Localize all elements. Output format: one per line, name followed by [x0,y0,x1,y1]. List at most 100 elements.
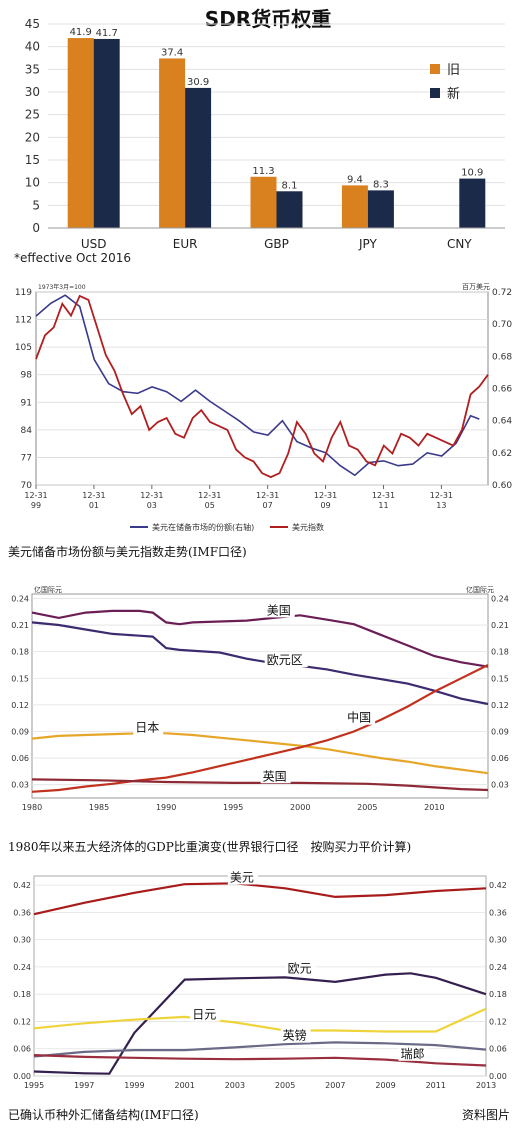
left-tick-label: 0.18 [11,648,29,657]
x-tick-label: 2000 [290,803,310,812]
x-tick-label: 12-31 [140,491,163,500]
reserve-structure-chart: 0.42 0.42 0.36 0.36 0.30 0.30 0.24 0.24 0.18 0.18… [13,870,507,1090]
series-line [31,664,489,793]
left-tick-label: 91 [21,398,32,408]
left-tick-label: 98 [21,371,33,381]
x-tick-label: 05 [205,501,215,510]
series-label: 日元 [192,1007,216,1021]
right-tick-label: 0.18 [489,990,507,999]
right-tick-label: 0.60 [492,481,512,491]
series-label-bg [285,961,316,976]
right-axis-label: 亿国际元 [466,585,494,594]
x-tick-label: 1980 [22,803,42,812]
x-tick-label: 2005 [357,803,377,812]
right-tick-label: 0.12 [491,701,509,710]
x-tick-label: 99 [31,501,41,510]
left-tick-label: 0.09 [11,727,29,736]
bar-value-label: 8.1 [282,180,298,191]
left-tick-label: 119 [15,288,32,298]
gdp-share-chart-panel: 亿国际元 亿国际元 0.24 0.24 0.21 0.21 0.18 0.18 0.15 0.… [0,580,520,825]
x-tick-label: 1997 [74,1081,94,1090]
right-tick-label: 0.36 [489,908,507,917]
x-tick-label: 12-31 [372,491,395,500]
right-tick-label: 0.24 [489,963,507,972]
series-label-bg [264,653,308,668]
series-line [33,1041,487,1058]
left-tick-label: 0.24 [11,594,29,603]
series-line [35,294,489,479]
left-tick-label: 0.12 [13,1017,31,1026]
left-tick-label: 0.18 [13,990,31,999]
left-tick-label: 0.21 [11,621,29,630]
left-tick-label: 0.00 [13,1072,31,1081]
left-tick-label: 105 [15,343,32,353]
x-tick-label: CNY [447,237,472,251]
left-tick-label: 0.15 [11,674,29,683]
series-label: 美元 [230,870,254,884]
y-tick-label: 45 [25,17,40,31]
left-tick-label: 84 [21,426,33,436]
series-label-bg [133,720,164,735]
plot-frame [31,593,489,799]
x-tick-label: 2003 [225,1081,245,1090]
x-tick-label: 1999 [124,1081,144,1090]
legend-swatch [430,64,440,74]
right-tick-label: 0.64 [492,417,512,427]
x-tick-label: 13 [436,501,446,510]
usd-share-index-chart-panel: 1973年3月=100 百万美元 119 112 105 98 91 84 77 70 0.72… [0,280,520,535]
series-label-bg [280,1028,311,1043]
bar [250,176,277,228]
y-tick-label: 20 [25,130,40,144]
right-tick-label: 0.09 [491,727,509,736]
left-tick-label: 0.42 [13,881,31,890]
series-line [33,1007,487,1033]
x-tick-label: 2013 [476,1081,496,1090]
left-tick-label: 70 [21,481,33,491]
bar-value-label: 41.7 [96,28,118,39]
series-line [33,1054,487,1067]
bar [276,191,303,228]
reserve-structure-chart-panel: 0.42 0.42 0.36 0.36 0.30 0.30 0.24 0.24 0.18 0.18… [0,868,520,1096]
series-label: 欧元区 [267,653,303,667]
bar-value-label: 11.3 [252,166,274,177]
source-note: 资料图片 [461,1108,510,1122]
series-label: 欧元 [288,961,312,975]
x-tick-label: 12-31 [198,491,221,500]
bar [93,38,120,229]
left-tick-label: 0.06 [11,754,29,763]
bar-value-label: 37.4 [161,47,183,58]
x-tick-label: 07 [263,501,273,510]
series-label: 美国 [267,603,291,617]
y-tick-label: 0 [32,221,40,235]
bar-value-label: 8.3 [373,179,389,190]
x-tick-label: 01 [89,501,99,510]
chart-caption: 已确认币种外汇储备结构(IMF口径) [8,1108,199,1122]
series-label: 英国 [263,769,287,783]
series-line [31,621,489,706]
left-tick-label: 0.36 [13,908,31,917]
right-tick-label: 0.70 [492,320,512,330]
x-tick-label: GBP [264,237,289,251]
series-line [35,294,480,477]
y-tick-label: 15 [25,153,40,167]
sdr-bar-chart: SDR货币权重 *effective Oct 2016 0 5 10 15 20 25 30… [14,7,505,265]
x-tick-label: 1985 [89,803,109,812]
legend-label: 美元指数 [292,522,324,532]
x-tick-label: EUR [173,237,198,251]
bar-value-label: 41.9 [70,27,92,38]
series-label-bg [264,603,295,618]
legend-label: 旧 [447,63,460,78]
right-tick-label: 0.15 [491,674,509,683]
legend-label: 美元在储备市场的份额(右轴) [152,522,254,532]
left-tick-label: 112 [15,316,32,326]
bar [367,190,394,228]
x-tick-label: USD [81,237,107,251]
x-tick-label: 2001 [174,1081,194,1090]
series-label-bg [260,769,291,784]
right-tick-label: 0.03 [491,781,509,790]
chart-title: SDR货币权重 [205,7,331,31]
chart-caption: 1980年以来五大经济体的GDP比重演变(世界银行口径 按购买力平价计算) [8,840,412,854]
x-tick-label: 03 [147,501,157,510]
bar-value-label: 9.4 [347,174,363,185]
series-label: 中国 [347,710,371,725]
